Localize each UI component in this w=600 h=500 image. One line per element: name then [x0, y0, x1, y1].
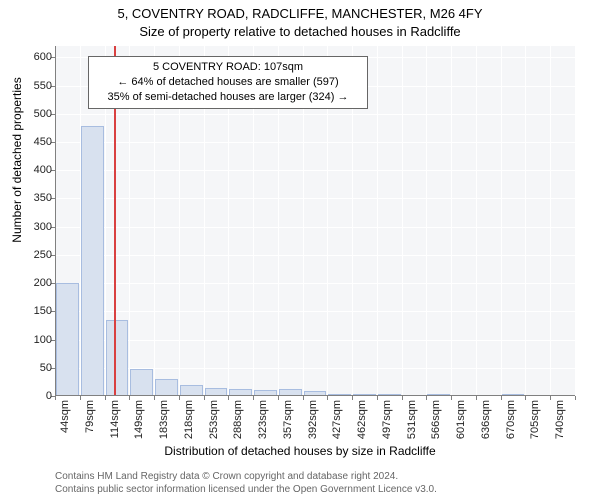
histogram-bar — [378, 394, 401, 396]
gridline-h — [55, 198, 575, 199]
x-tick-label: 670sqm — [505, 400, 517, 450]
y-tick-label: 400 — [12, 164, 52, 176]
y-tick-label: 300 — [12, 221, 52, 233]
gridline-h — [55, 340, 575, 341]
x-tick-label: 357sqm — [282, 400, 294, 450]
x-tick-label: 497sqm — [381, 400, 393, 450]
gridline-h — [55, 170, 575, 171]
y-tick-label: 100 — [12, 334, 52, 346]
x-tick-label: 392sqm — [307, 400, 319, 450]
gridline-h — [55, 311, 575, 312]
x-tick-label: 323sqm — [257, 400, 269, 450]
histogram-bar — [205, 388, 228, 396]
gridline-h — [55, 255, 575, 256]
y-tick-label: 50 — [12, 362, 52, 374]
annotation-line3: 35% of semi-detached houses are larger (… — [97, 90, 359, 105]
histogram-bar — [155, 379, 178, 396]
histogram-bar — [279, 389, 302, 396]
histogram-bar — [106, 320, 129, 396]
x-tick-label: 253sqm — [208, 400, 220, 450]
gridline-h — [55, 114, 575, 115]
footer-attribution: Contains HM Land Registry data © Crown c… — [55, 471, 437, 496]
gridline-h — [55, 142, 575, 143]
histogram-bar — [328, 394, 351, 396]
gridline-v — [451, 46, 452, 396]
gridline-v — [402, 46, 403, 396]
histogram-bar — [229, 389, 252, 396]
gridline-v — [426, 46, 427, 396]
x-tick-label: 149sqm — [133, 400, 145, 450]
chart-title-line1: 5, COVENTRY ROAD, RADCLIFFE, MANCHESTER,… — [0, 6, 600, 21]
x-tick-label: 288sqm — [232, 400, 244, 450]
gridline-h — [55, 396, 575, 397]
annotation-box: 5 COVENTRY ROAD: 107sqm ← 64% of detache… — [88, 56, 368, 109]
annotation-line2: ← 64% of detached houses are smaller (59… — [97, 75, 359, 90]
gridline-v — [575, 46, 576, 396]
histogram-bar — [81, 126, 104, 396]
histogram-bar — [254, 390, 277, 396]
histogram-bar — [180, 385, 203, 396]
x-tick-label: 462sqm — [356, 400, 368, 450]
x-tick-label: 531sqm — [406, 400, 418, 450]
gridline-v — [550, 46, 551, 396]
x-tick-label: 79sqm — [84, 400, 96, 450]
gridline-h — [55, 227, 575, 228]
histogram-bar — [130, 369, 153, 396]
x-tick-label: 566sqm — [430, 400, 442, 450]
x-tick-label: 114sqm — [109, 400, 121, 450]
histogram-bar — [353, 394, 376, 396]
x-tick-label: 427sqm — [331, 400, 343, 450]
y-tick-label: 600 — [12, 51, 52, 63]
histogram-bar — [56, 283, 79, 396]
x-tick-label: 636sqm — [480, 400, 492, 450]
y-tick-label: 500 — [12, 108, 52, 120]
x-tick-label: 740sqm — [554, 400, 566, 450]
x-tick-label: 44sqm — [59, 400, 71, 450]
gridline-v — [377, 46, 378, 396]
histogram-bar — [304, 391, 327, 396]
x-tick-label: 218sqm — [183, 400, 195, 450]
chart-title-line2: Size of property relative to detached ho… — [0, 24, 600, 39]
footer-line1: Contains HM Land Registry data © Crown c… — [55, 471, 437, 484]
gridline-v — [525, 46, 526, 396]
y-tick-label: 550 — [12, 80, 52, 92]
y-tick-label: 450 — [12, 136, 52, 148]
y-tick-label: 200 — [12, 277, 52, 289]
annotation-line1: 5 COVENTRY ROAD: 107sqm — [97, 60, 359, 75]
y-tick-label: 0 — [12, 390, 52, 402]
footer-line2: Contains public sector information licen… — [55, 484, 437, 497]
gridline-h — [55, 283, 575, 284]
x-tick-label: 601sqm — [455, 400, 467, 450]
x-tick-label: 183sqm — [158, 400, 170, 450]
histogram-bar — [427, 394, 450, 396]
y-tick-label: 350 — [12, 192, 52, 204]
y-tick-label: 150 — [12, 305, 52, 317]
histogram-bar — [502, 394, 525, 396]
y-tick-label: 250 — [12, 249, 52, 261]
gridline-v — [501, 46, 502, 396]
gridline-v — [476, 46, 477, 396]
x-tick-label: 705sqm — [529, 400, 541, 450]
